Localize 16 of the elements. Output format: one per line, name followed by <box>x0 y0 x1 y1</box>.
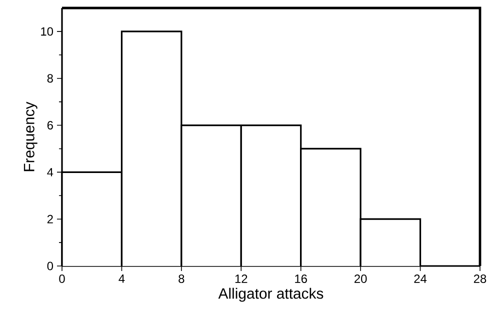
x-tick-label: 4 <box>118 274 125 283</box>
y-tick-label: 8 <box>47 74 53 83</box>
x-tick-label: 8 <box>178 274 184 283</box>
x-tick-label: 16 <box>295 274 307 283</box>
y-tick-label: 6 <box>47 121 53 130</box>
y-tick-label: 0 <box>47 262 54 270</box>
y-tick-label: 2 <box>47 214 53 224</box>
x-tick-label: 20 <box>354 274 367 283</box>
y-axis-title: Frequency <box>24 102 38 172</box>
x-axis-title: Alligator attacks <box>218 288 324 302</box>
x-tick-label: 12 <box>235 274 248 283</box>
x-tick-label: 0 <box>59 274 65 283</box>
y-tick-label: 10 <box>41 27 54 36</box>
x-tick-label: 28 <box>474 274 486 283</box>
y-tick-label: 4 <box>47 168 54 176</box>
x-tick-label: 24 <box>414 274 427 283</box>
